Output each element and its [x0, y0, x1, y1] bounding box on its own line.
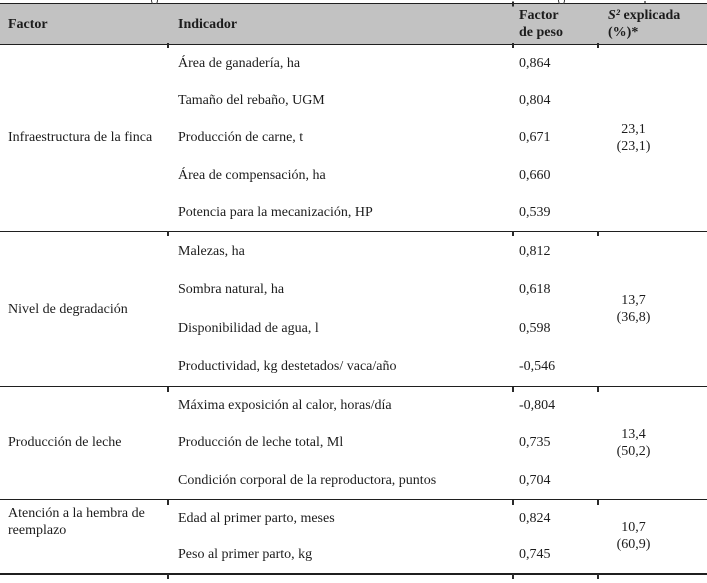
table-row: Tamaño del rebaño, UGM 0,804: [0, 82, 707, 119]
header-varianza-explicada: S² explicada (%)*: [598, 3, 707, 45]
weight-cell: 0,804: [519, 93, 551, 109]
indicator-cell: Condición corporal de la reproductora, p…: [178, 472, 437, 488]
header-factor-de-peso-line2: de peso: [519, 25, 563, 40]
weight-cell: 0,864: [513, 43, 598, 82]
weight-cell: 0,539: [519, 205, 551, 220]
indicator-cell: Edad al primer parto, meses: [168, 498, 513, 537]
weight-cell: 0,671: [519, 130, 551, 146]
header-factor: Factor: [0, 3, 168, 45]
table-row: Atención a la hembra de reemplazo Edad a…: [0, 498, 707, 575]
table-row: Peso al primer parto, kg 0,745: [0, 537, 707, 575]
indicator-cell: Producción de leche total, Ml: [178, 435, 344, 451]
section-atencion-hembra-reemplazo: Atención a la hembra de reemplazo Edad a…: [0, 498, 707, 575]
cutoff-descender-mark: [151, 0, 158, 4]
section-infraestructura-finca: Infraestructura de la finca Área de gana…: [0, 43, 707, 232]
factor-cell: Nivel de degradación: [0, 230, 168, 387]
weight-cell: 0,660: [519, 167, 551, 183]
table-row: Producción de leche total, Ml 0,735: [0, 424, 707, 462]
table-row: Área de compensación, ha 0,660: [0, 157, 707, 194]
variance-value: 13,7: [621, 293, 646, 309]
cutoff-descender-mark: [558, 0, 565, 4]
variance-value: 10,7: [621, 520, 646, 536]
header-factor-de-peso-line1: Factor: [519, 8, 559, 23]
weight-cell: 0,735: [519, 435, 551, 451]
table-row: Producción de carne, t 0,671: [0, 119, 707, 156]
variance-value: 13,4: [621, 426, 646, 442]
variance-cumulative-value: (60,9): [616, 537, 651, 553]
cutoff-caption-artifact: [0, 0, 707, 4]
table-row: Sombra natural, ha 0,618: [0, 270, 707, 309]
table-header-row: Factor Indicador Factor de peso S² expli…: [0, 3, 707, 45]
variance-cell: 13,4 (50,2): [598, 386, 707, 500]
table-row: Condición corporal de la reproductora, p…: [0, 462, 707, 500]
factor-cell: Atención a la hembra de reemplazo: [0, 498, 168, 575]
factor-analysis-table: Factor Indicador Factor de peso S² expli…: [0, 3, 707, 576]
weight-cell: 0,812: [513, 230, 598, 271]
indicator-cell: Malezas, ha: [168, 230, 513, 271]
indicator-cell: Tamaño del rebaño, UGM: [178, 93, 325, 109]
section-produccion-leche: Producción de leche Máxima exposición al…: [0, 386, 707, 500]
header-explicada-text: explicada: [619, 8, 681, 23]
variance-cumulative-value: (50,2): [616, 443, 651, 459]
indicator-cell: Máxima exposición al calor, horas/día: [168, 386, 513, 425]
variance-cell: 10,7 (60,9): [598, 498, 707, 575]
table-row: Producción de leche Máxima exposición al…: [0, 386, 707, 500]
indicator-cell: Producción de carne, t: [178, 130, 304, 146]
weight-cell: -0,804: [513, 386, 598, 425]
variance-symbol: S²: [608, 8, 620, 23]
cutoff-dot-mark: [644, 1, 646, 3]
table-row: Disponibilidad de agua, l 0,598: [0, 309, 707, 348]
table-row: Infraestructura de la finca Área de gana…: [0, 43, 707, 232]
weight-cell: 0,598: [519, 320, 551, 336]
table-row: Productividad, kg destetados/ vaca/año -…: [0, 348, 707, 387]
weight-cell: 0,824: [513, 498, 598, 537]
indicator-cell: Peso al primer parto, kg: [178, 547, 313, 563]
variance-cell: 23,1 (23,1): [598, 44, 707, 232]
indicator-cell: Potencia para la mecanización, HP: [178, 205, 373, 220]
table-header: Factor Indicador Factor de peso S² expli…: [0, 3, 707, 45]
header-factor-de-peso: Factor de peso: [513, 3, 598, 45]
weight-cell: 0,704: [519, 472, 551, 488]
factor-cell: Infraestructura de la finca: [0, 44, 168, 232]
indicator-cell: Productividad, kg destetados/ vaca/año: [178, 359, 397, 375]
weight-cell: -0,546: [519, 359, 556, 375]
factor-cell: Producción de leche: [0, 386, 168, 500]
table-row: Nivel de degradación Malezas, ha 0,812 1…: [0, 230, 707, 387]
variance-cumulative-value: (36,8): [616, 310, 651, 326]
indicator-cell: Disponibilidad de agua, l: [178, 320, 319, 336]
table-row: Potencia para la mecanización, HP 0,539: [0, 194, 707, 231]
variance-cell: 13,7 (36,8): [598, 230, 707, 387]
indicator-cell: Área de ganadería, ha: [168, 43, 513, 82]
weight-cell: 0,618: [519, 282, 551, 298]
section-nivel-degradacion: Nivel de degradación Malezas, ha 0,812 1…: [0, 230, 707, 387]
variance-value: 23,1: [621, 121, 646, 137]
header-indicador: Indicador: [168, 3, 513, 45]
indicator-cell: Sombra natural, ha: [178, 282, 285, 298]
header-percent-note: (%)*: [608, 25, 639, 40]
variance-cumulative-value: (23,1): [616, 138, 651, 154]
weight-cell: 0,745: [519, 547, 551, 563]
indicator-cell: Área de compensación, ha: [178, 167, 326, 183]
